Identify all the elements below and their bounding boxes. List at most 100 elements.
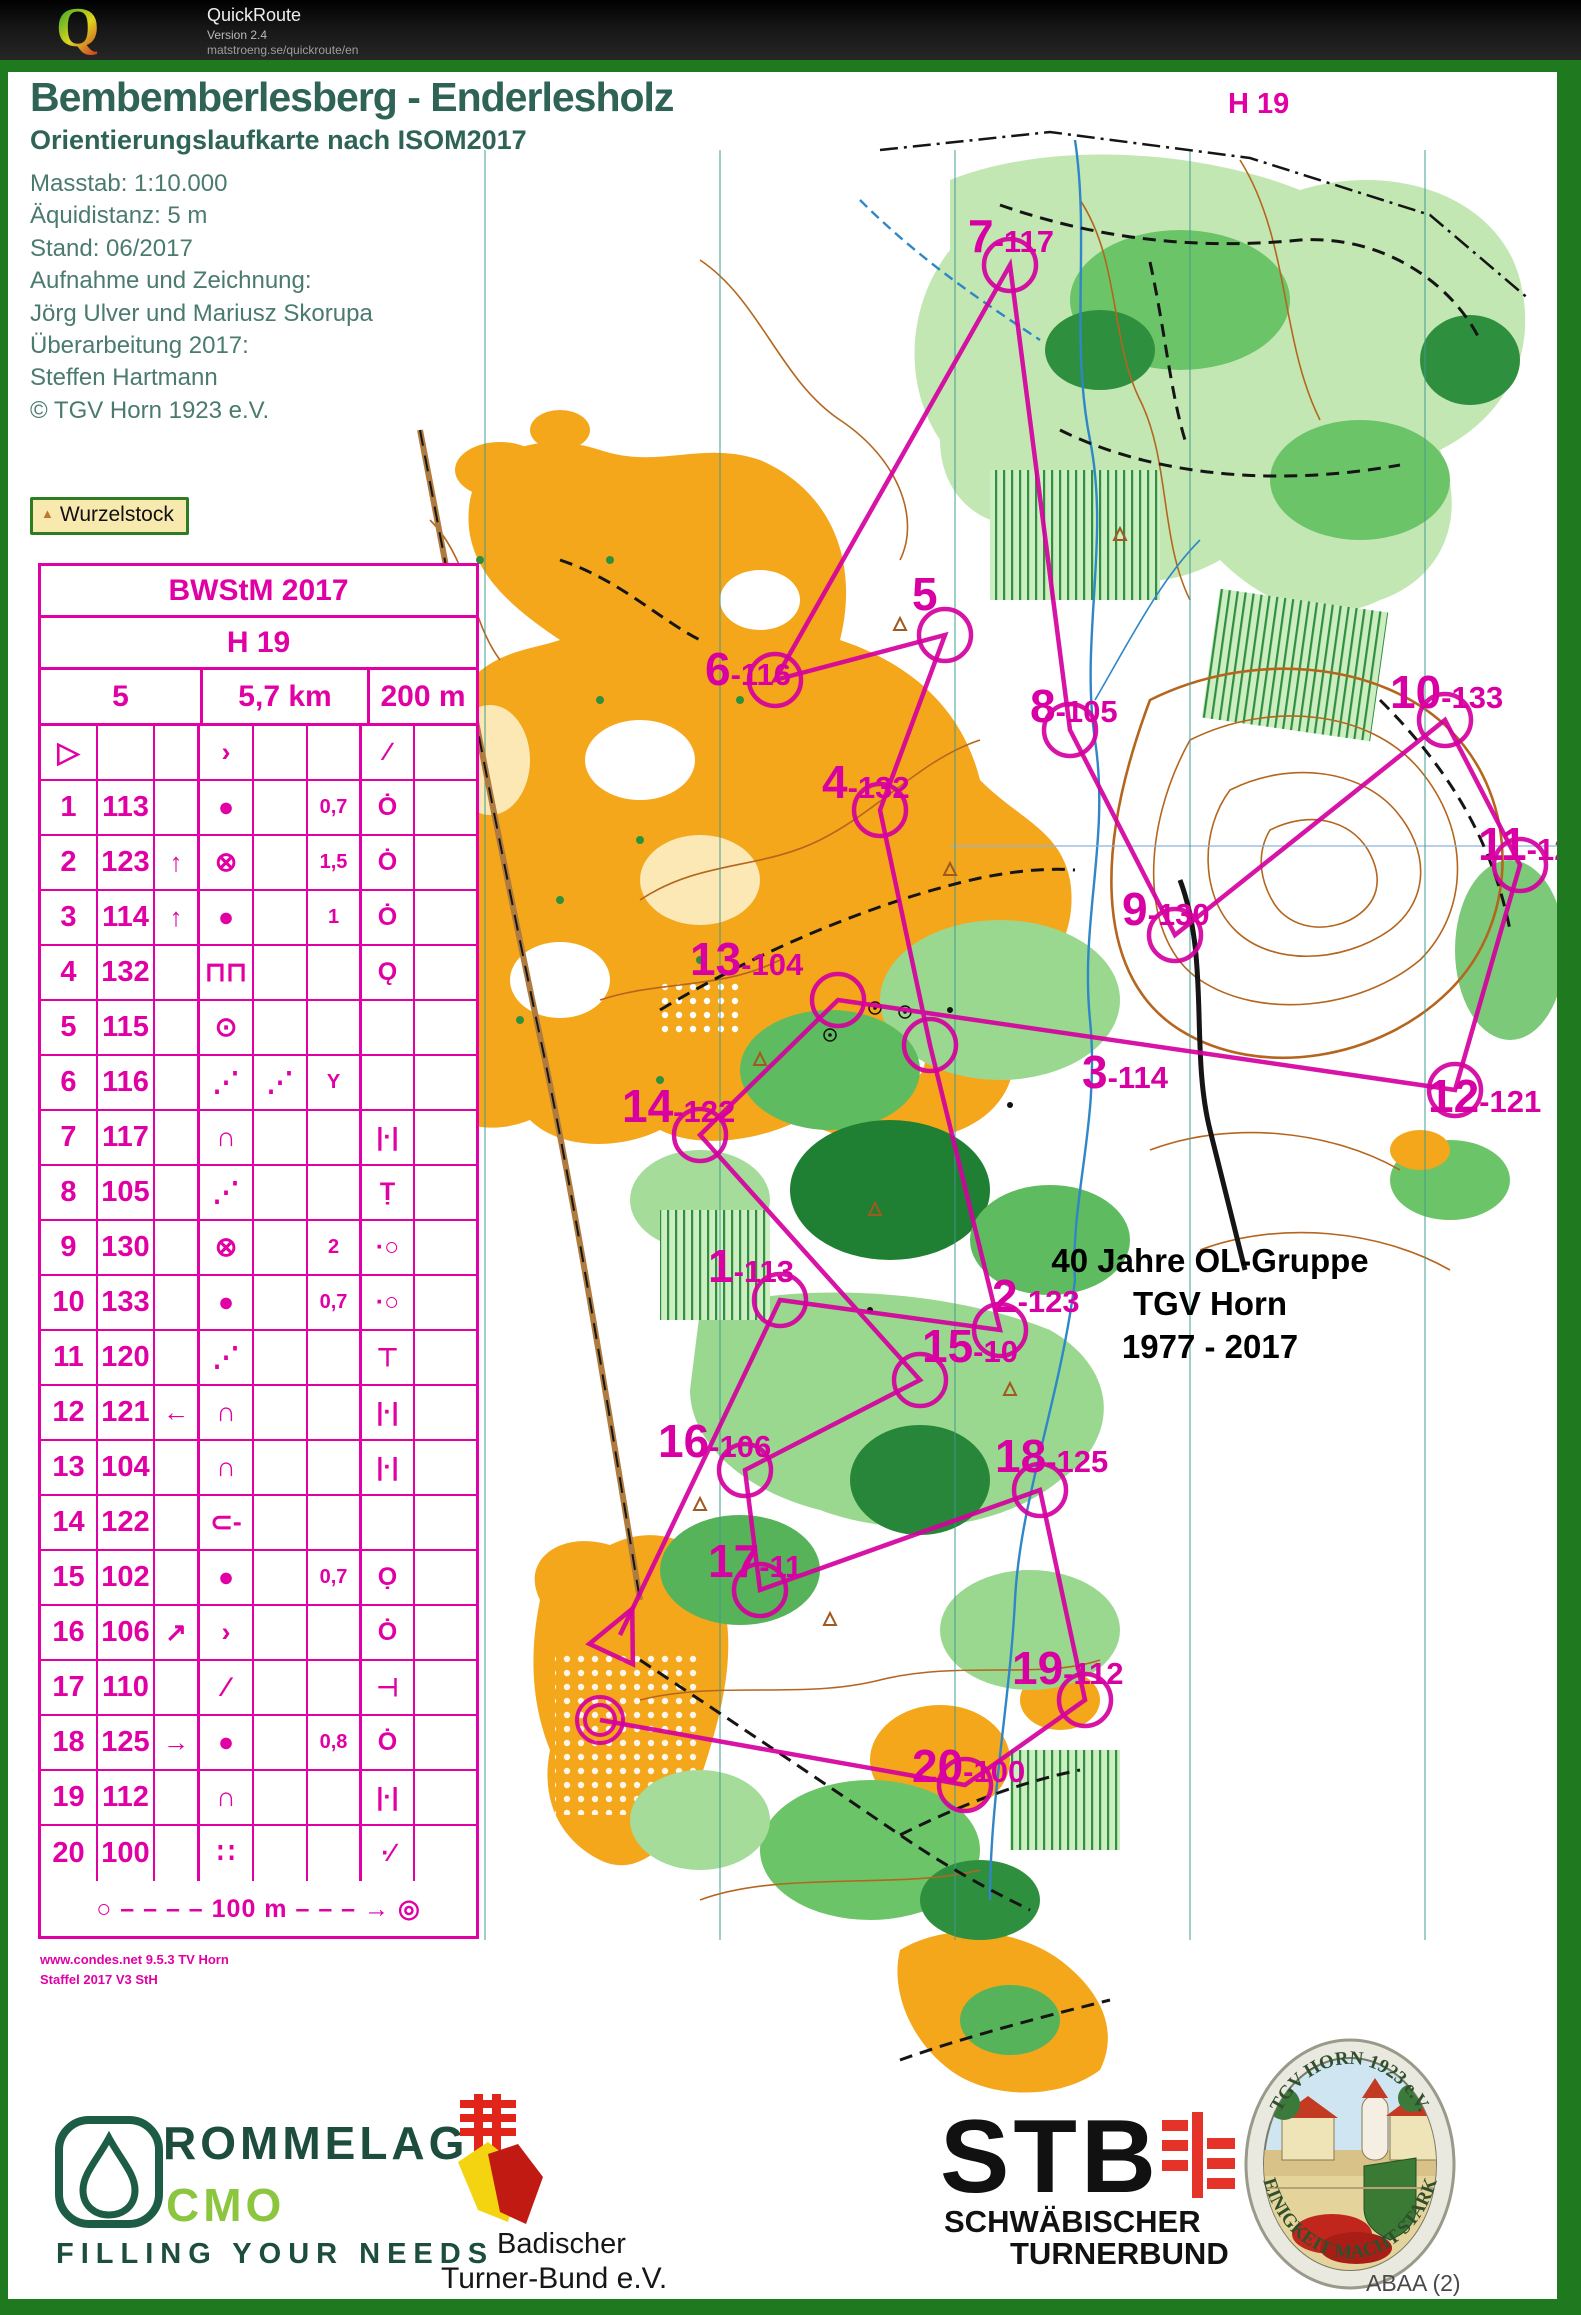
cd-cell-b: 100 (98, 1826, 155, 1881)
cd-cell-d: ⊓⊓ (200, 946, 254, 999)
control-circle-2 (971, 1301, 1029, 1359)
cd-cell-e (254, 1716, 308, 1769)
cd-cell-c (155, 1771, 200, 1824)
cd-cell-a: 20 (41, 1826, 98, 1881)
control-row-19: 19 112 ∩ |·| (41, 1771, 476, 1826)
control-row-20: 20 100 ∷ ·∕ (41, 1826, 476, 1881)
cd-cell-g (362, 1001, 415, 1054)
cd-cell-h (415, 1331, 476, 1384)
course-stats-row: 5 5,7 km 200 m (41, 670, 476, 726)
page-subtitle: Orientierungslaufkarte nach ISOM2017 (30, 125, 527, 155)
cd-cell-c (155, 1111, 200, 1164)
control-circle-13 (809, 971, 867, 1029)
cd-cell-h (415, 1606, 476, 1659)
cd-cell-a: 7 (41, 1111, 98, 1164)
cd-cell-b (98, 726, 155, 779)
cd-cell-e (254, 1771, 308, 1824)
cd-cell-d: ⊂- (200, 1496, 254, 1549)
cd-cell-c (155, 1661, 200, 1714)
cd-cell-f (308, 1441, 362, 1494)
legend-wurzelstock: ▲ Wurzelstock (30, 497, 189, 535)
control-circle-9 (1146, 906, 1204, 964)
cd-cell-a: 11 (41, 1331, 98, 1384)
course-length: 5,7 km (203, 670, 370, 723)
cd-cell-f (308, 1166, 362, 1219)
app-url[interactable]: matstroeng.se/quickroute/en (207, 43, 359, 57)
control-row-7: 7 117 ∩ |·| (41, 1111, 476, 1166)
cd-cell-b: 102 (98, 1551, 155, 1604)
course-climb: 200 m (380, 679, 466, 713)
cd-cell-h (415, 1551, 476, 1604)
cd-cell-e (254, 1386, 308, 1439)
cd-cell-d: › (200, 726, 254, 779)
cd-cell-d: ⋰ (200, 1331, 254, 1384)
cd-cell-h (415, 946, 476, 999)
cd-cell-f: 1,5 (308, 836, 362, 889)
cd-cell-d: ⋰ (200, 1166, 254, 1219)
cd-cell-e (254, 1496, 308, 1549)
cd-cell-a: 16 (41, 1606, 98, 1659)
cd-cell-c (155, 946, 200, 999)
control-label-2: 2-123 (992, 1270, 1080, 1322)
cd-cell-a: 19 (41, 1771, 98, 1824)
cd-cell-g: ⊣ (362, 1661, 415, 1714)
cd-cell-g: Ȯ (362, 836, 415, 889)
control-label-5: 5 (912, 568, 938, 620)
rommelag-logo-icon (55, 2116, 165, 2233)
cd-cell-d: ∕ (200, 1661, 254, 1714)
cd-cell-h (415, 891, 476, 944)
cd-cell-c (155, 1166, 200, 1219)
map-info-line: Äquidistanz: 5 m (30, 202, 208, 230)
cd-cell-c (155, 1441, 200, 1494)
cd-cell-a: ▷ (41, 726, 98, 779)
cd-cell-g: |·| (362, 1111, 415, 1164)
course-class-label: H 19 (1228, 88, 1290, 120)
cd-cell-c: ← (155, 1386, 200, 1439)
map-info-line: © TGV Horn 1923 e.V. (30, 396, 270, 424)
cd-cell-h (415, 1166, 476, 1219)
finish-circle-outer (575, 1695, 625, 1745)
control-circle-8 (1041, 701, 1099, 759)
cd-cell-c (155, 1056, 200, 1109)
cd-cell-g (362, 1496, 415, 1549)
rommelag-name: ROMMELAG (163, 2117, 469, 2169)
cd-cell-g: Ȯ (362, 891, 415, 944)
control-row-18: 18 125 → ● 0,8 Ȯ (41, 1716, 476, 1771)
cd-cell-c: ↗ (155, 1606, 200, 1659)
cd-cell-f (308, 1771, 362, 1824)
cd-cell-e (254, 1276, 308, 1329)
triangle-icon: ▲ (41, 506, 54, 521)
cd-cell-f: 1 (308, 891, 362, 944)
cd-cell-g: ·∕ (362, 1826, 415, 1881)
control-circle-18 (1011, 1461, 1069, 1519)
cd-cell-h (415, 1056, 476, 1109)
cd-cell-c (155, 1551, 200, 1604)
cd-cell-d: ⊗ (200, 836, 254, 889)
cd-cell-b: 112 (98, 1771, 155, 1824)
control-row-14: 14 122 ⊂- (41, 1496, 476, 1551)
cd-cell-h (415, 1111, 476, 1164)
event-name: BWStM 2017 (41, 566, 476, 618)
cd-cell-b: 113 (98, 781, 155, 834)
cd-cell-h (415, 836, 476, 889)
control-label-4: 4-132 (822, 756, 910, 808)
terrain (350, 120, 1581, 2120)
cd-cell-f (308, 1606, 362, 1659)
course-file-version: Staffel 2017 V3 StH (40, 1971, 158, 1987)
cd-cell-e (254, 1001, 308, 1054)
cd-cell-a: 17 (41, 1661, 98, 1714)
cd-cell-a: 18 (41, 1716, 98, 1769)
control-circle-20 (936, 1756, 994, 1814)
control-label-13: 13-104 (690, 933, 804, 985)
cd-cell-e (254, 726, 308, 779)
stb-line2: TURNERBUND (1010, 2236, 1229, 2271)
map-info-line: Jörg Ulver und Mariusz Skorupa (30, 299, 373, 327)
control-row-8: 8 105 ⋰ Ṭ (41, 1166, 476, 1221)
map-area[interactable]: 7-117 5 6-116 8-105 10-133 4-132 11-12 9-130 13-… (350, 120, 1581, 2125)
cd-cell-b: 122 (98, 1496, 155, 1549)
cd-cell-a: 13 (41, 1441, 98, 1494)
control-label-16: 16-106 (658, 1415, 771, 1467)
control-circle-12 (1426, 1061, 1484, 1119)
control-label-14: 14-122 (622, 1080, 735, 1132)
cd-cell-g: |·| (362, 1441, 415, 1494)
